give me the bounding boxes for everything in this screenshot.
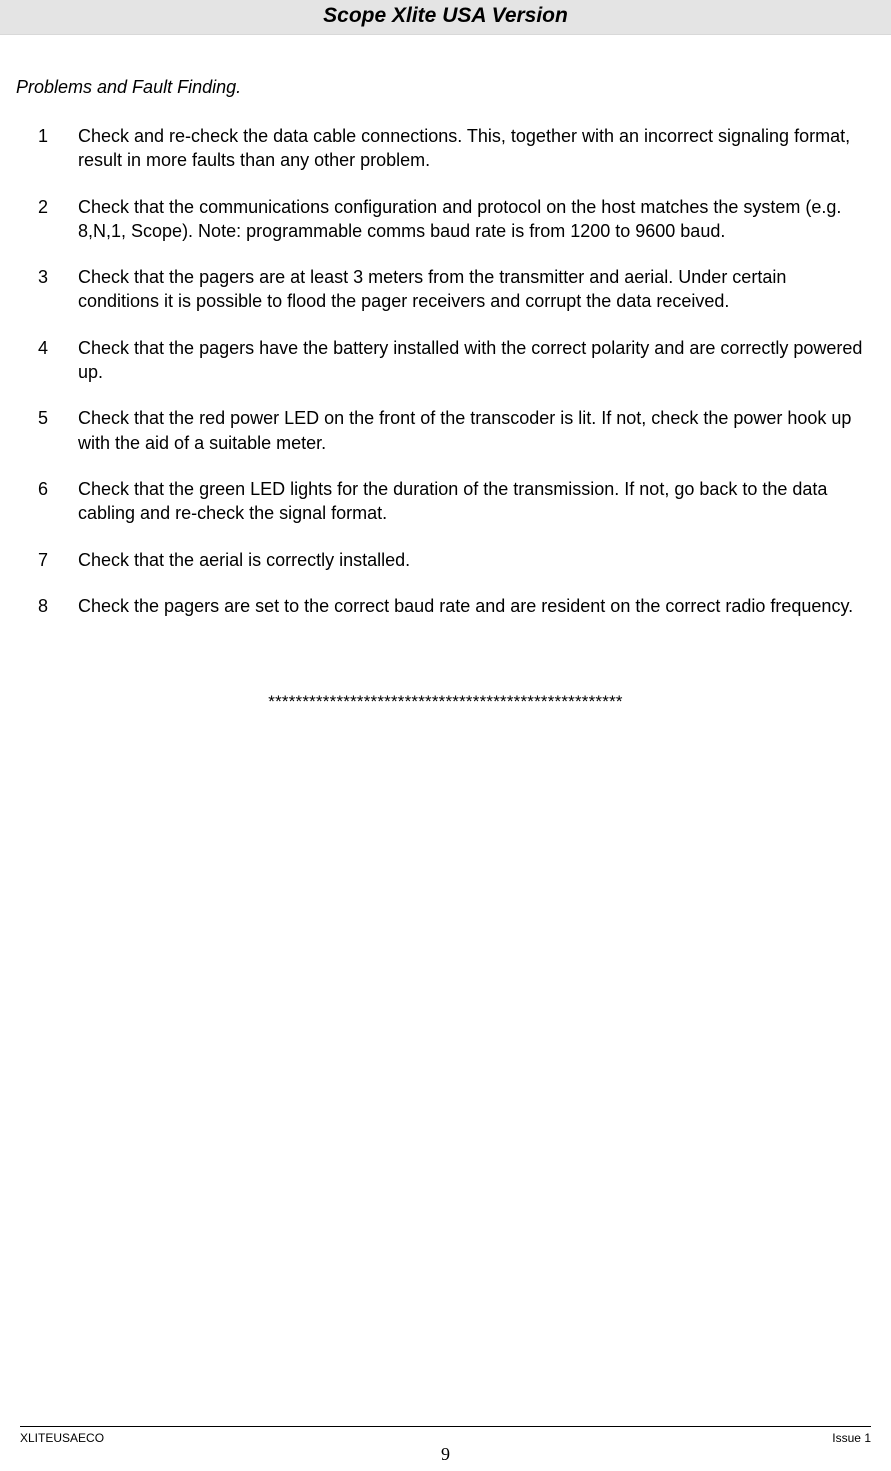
content-area: Problems and Fault Finding. 1 Check and … [0,35,891,712]
footer-row: XLITEUSAECO Issue 1 [20,1431,871,1445]
list-text: Check that the pagers have the battery i… [78,336,875,385]
footer-rule [20,1426,871,1427]
list-number: 5 [38,406,78,455]
list-item: 3 Check that the pagers are at least 3 m… [38,265,875,314]
header-banner: Scope Xlite USA Version [0,0,891,35]
list-text: Check that the pagers are at least 3 met… [78,265,875,314]
section-heading: Problems and Fault Finding. [16,77,875,98]
list-number: 6 [38,477,78,526]
list-item: 5 Check that the red power LED on the fr… [38,406,875,455]
list-text: Check that the red power LED on the fron… [78,406,875,455]
footer: XLITEUSAECO Issue 1 [0,1426,891,1445]
list-number: 3 [38,265,78,314]
footer-right: Issue 1 [832,1431,871,1445]
list-text: Check that the aerial is correctly insta… [78,548,875,572]
header-title: Scope Xlite USA Version [0,4,891,28]
list-item: 7 Check that the aerial is correctly ins… [38,548,875,572]
list-item: 4 Check that the pagers have the battery… [38,336,875,385]
list-number: 7 [38,548,78,572]
list-text: Check and re-check the data cable connec… [78,124,875,173]
list-number: 8 [38,594,78,618]
list-item: 8 Check the pagers are set to the correc… [38,594,875,618]
page-number: 9 [0,1444,891,1465]
list-text: Check that the green LED lights for the … [78,477,875,526]
list-item: 6 Check that the green LED lights for th… [38,477,875,526]
list-number: 2 [38,195,78,244]
list-item: 2 Check that the communications configur… [38,195,875,244]
list-number: 1 [38,124,78,173]
list-item: 1 Check and re-check the data cable conn… [38,124,875,173]
troubleshooting-list: 1 Check and re-check the data cable conn… [38,124,875,618]
list-number: 4 [38,336,78,385]
separator: ****************************************… [16,692,875,712]
list-text: Check that the communications configurat… [78,195,875,244]
list-text: Check the pagers are set to the correct … [78,594,875,618]
footer-left: XLITEUSAECO [20,1431,104,1445]
